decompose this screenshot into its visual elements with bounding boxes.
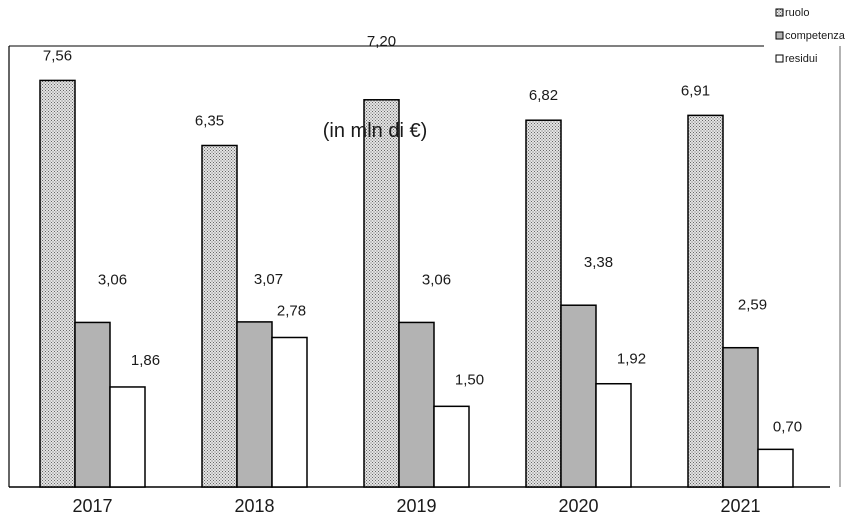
data-label-residui-2019: 1,50 — [455, 371, 484, 388]
bar-competenza-2019 — [398, 321, 435, 488]
x-tick-labels: 2017 2018 2019 2020 2021 — [72, 496, 760, 516]
legend-swatch-residui — [775, 54, 784, 63]
legend-label-residui: residui — [785, 53, 817, 65]
data-label-ruolo-2020: 6,82 — [529, 87, 558, 104]
bar-ruolo-2017 — [39, 79, 76, 488]
data-label-competenza-2018: 3,07 — [254, 271, 283, 288]
bar-residui-2021 — [757, 448, 794, 488]
bar-residui-2018 — [271, 336, 308, 488]
data-label-residui-2017: 1,86 — [131, 352, 160, 369]
legend-swatch-ruolo — [775, 8, 784, 17]
bar-ruolo-2018 — [201, 144, 238, 488]
bar-ruolo-2020 — [525, 119, 562, 488]
data-label-competenza-2020: 3,38 — [584, 254, 613, 271]
data-label-residui-2020: 1,92 — [617, 351, 646, 368]
legend-label-ruolo: ruolo — [785, 7, 809, 19]
x-tick-label-2019: 2019 — [396, 496, 436, 516]
bar-competenza-2021 — [722, 346, 759, 488]
legend-swatch-competenza — [775, 31, 784, 40]
bar-ruolo-2019 — [363, 99, 400, 488]
data-label-residui-2021: 0,70 — [773, 418, 802, 435]
x-tick-label-2017: 2017 — [72, 496, 112, 516]
bar-residui-2017 — [109, 386, 146, 488]
data-label-competenza-2017: 3,06 — [98, 271, 127, 288]
bar-ruolo-2021 — [687, 114, 724, 488]
data-labels-layer: 7,56 3,06 1,86 6,35 3,07 2,78 7,20 3,06 1,50 6,82… — [43, 33, 802, 436]
bar-residui-2020 — [595, 382, 632, 488]
bar-competenza-2018 — [236, 321, 273, 488]
data-label-ruolo-2019: 7,20 — [367, 33, 396, 50]
bar-competenza-2020 — [560, 304, 597, 488]
unit-label: (in mln di €) — [323, 120, 427, 142]
data-label-competenza-2021: 2,59 — [738, 297, 767, 314]
data-label-ruolo-2017: 7,56 — [43, 47, 72, 64]
data-label-competenza-2019: 3,06 — [422, 271, 451, 288]
x-tick-label-2018: 2018 — [234, 496, 274, 516]
bar-competenza-2017 — [74, 321, 111, 488]
x-tick-label-2020: 2020 — [558, 496, 598, 516]
bars-layer — [39, 79, 794, 488]
data-label-residui-2018: 2,78 — [277, 302, 306, 319]
legend: ruolo competenza residui — [775, 7, 846, 65]
bar-residui-2019 — [433, 405, 470, 488]
data-label-ruolo-2021: 6,91 — [681, 82, 710, 99]
x-tick-label-2021: 2021 — [720, 496, 760, 516]
legend-label-competenza: competenza — [785, 30, 846, 42]
data-label-ruolo-2018: 6,35 — [195, 112, 224, 129]
